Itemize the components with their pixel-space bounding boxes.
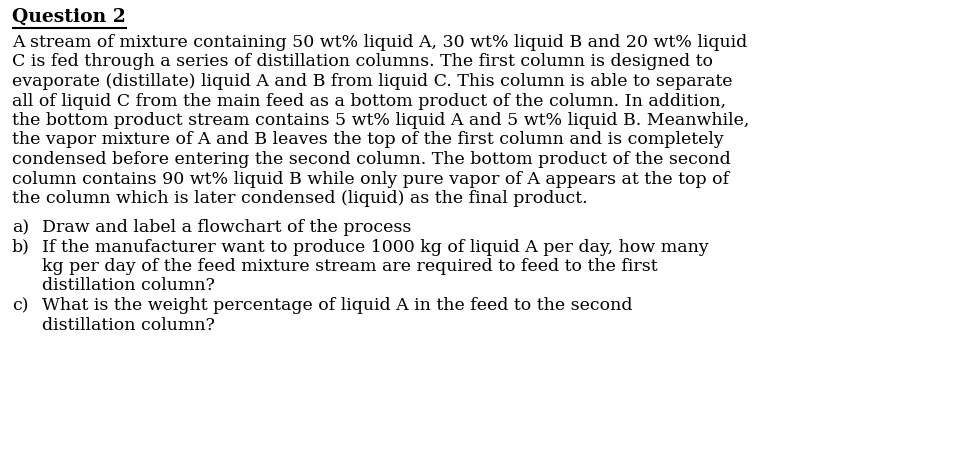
Text: What is the weight percentage of liquid A in the feed to the second: What is the weight percentage of liquid … — [42, 297, 632, 314]
Text: Draw and label a flowchart of the process: Draw and label a flowchart of the proces… — [42, 219, 411, 236]
Text: evaporate (distillate) liquid A and B from liquid C. This column is able to sepa: evaporate (distillate) liquid A and B fr… — [12, 73, 733, 90]
Text: condensed before entering the second column. The bottom product of the second: condensed before entering the second col… — [12, 151, 731, 168]
Text: C is fed through a series of distillation columns. The first column is designed : C is fed through a series of distillatio… — [12, 53, 713, 70]
Text: the column which is later condensed (liquid) as the final product.: the column which is later condensed (liq… — [12, 190, 588, 207]
Text: the vapor mixture of A and B leaves the top of the first column and is completel: the vapor mixture of A and B leaves the … — [12, 132, 724, 149]
Text: c): c) — [12, 297, 28, 314]
Text: the bottom product stream contains 5 wt% liquid A and 5 wt% liquid B. Meanwhile,: the bottom product stream contains 5 wt%… — [12, 112, 749, 129]
Text: b): b) — [12, 238, 30, 255]
Text: distillation column?: distillation column? — [42, 317, 215, 334]
Text: kg per day of the feed mixture stream are required to feed to the first: kg per day of the feed mixture stream ar… — [42, 258, 657, 275]
Text: all of liquid C from the main feed as a bottom product of the column. In additio: all of liquid C from the main feed as a … — [12, 92, 726, 110]
Text: If the manufacturer want to produce 1000 kg of liquid A per day, how many: If the manufacturer want to produce 1000… — [42, 238, 709, 255]
Text: column contains 90 wt% liquid B while only pure vapor of A appears at the top of: column contains 90 wt% liquid B while on… — [12, 171, 729, 188]
Text: Question 2: Question 2 — [12, 8, 126, 26]
Text: A stream of mixture containing 50 wt% liquid A, 30 wt% liquid B and 20 wt% liqui: A stream of mixture containing 50 wt% li… — [12, 34, 747, 51]
Text: distillation column?: distillation column? — [42, 277, 215, 295]
Text: a): a) — [12, 219, 29, 236]
